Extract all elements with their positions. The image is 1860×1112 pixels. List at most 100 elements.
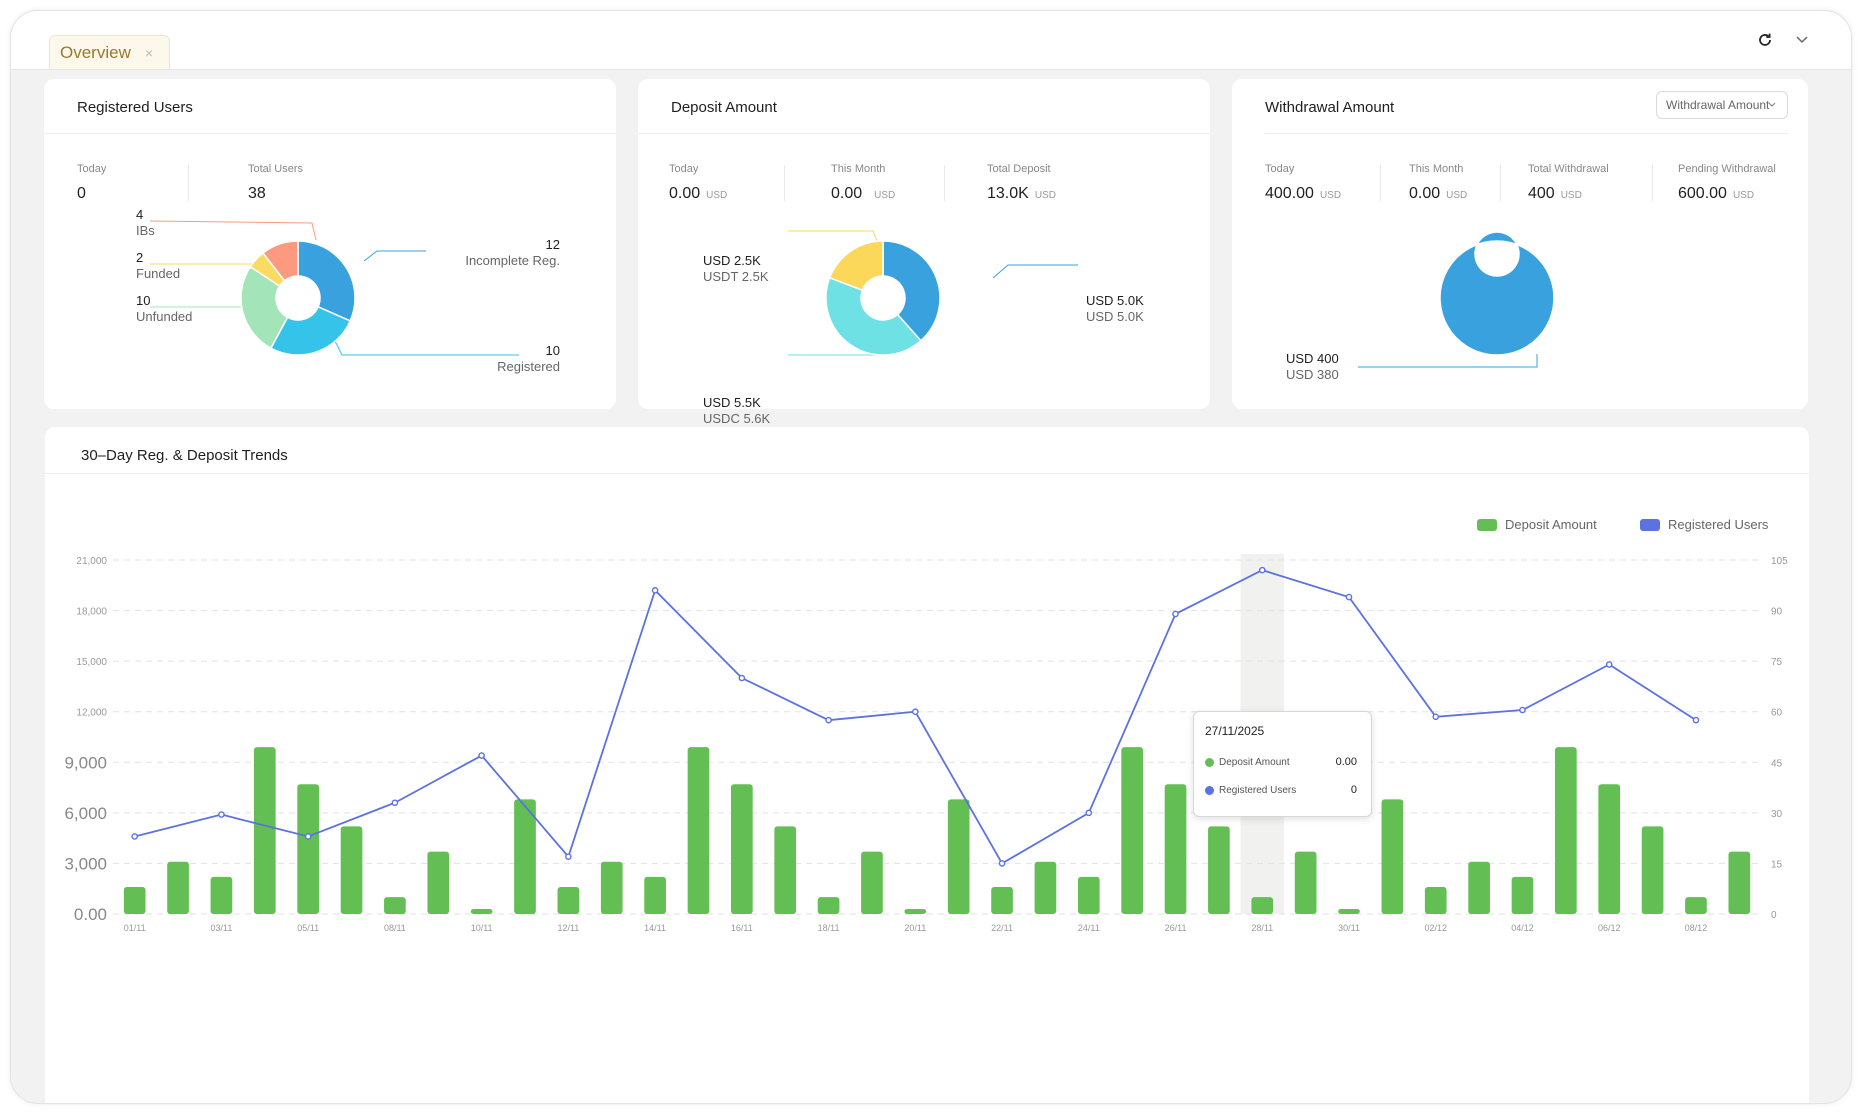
line-point[interactable] (218, 811, 225, 818)
refresh-icon[interactable] (1754, 29, 1776, 51)
pie-label-count: 10 (136, 293, 151, 308)
line-point[interactable] (131, 833, 138, 840)
bar[interactable] (904, 908, 927, 914)
bar[interactable] (1381, 799, 1404, 914)
line-point[interactable] (1172, 610, 1179, 618)
bar[interactable] (427, 851, 450, 914)
line-point[interactable] (304, 833, 312, 840)
line-point[interactable] (825, 716, 832, 724)
x-tick-label: 14/11 (644, 923, 666, 933)
withdrawal-type-select[interactable]: Withdrawal Amount (1656, 91, 1788, 119)
x-tick-label: 18/11 (818, 923, 840, 933)
bar[interactable] (253, 747, 276, 914)
line-point[interactable] (1085, 809, 1093, 817)
bar[interactable] (731, 784, 753, 914)
y-tick-label: 21,000 (76, 556, 107, 567)
stat-number: 400 (1528, 185, 1555, 202)
deposit-amount-card: Deposit Amount Today 0.00 USD This Month … (638, 79, 1210, 426)
line-point[interactable] (1432, 713, 1440, 721)
bar[interactable] (1208, 826, 1230, 914)
pie-slice[interactable] (828, 240, 884, 292)
y-right-tick-label: 90 (1771, 607, 1783, 618)
pie-slice[interactable] (825, 276, 922, 356)
x-tick-label: 03/11 (210, 923, 232, 933)
line-point[interactable] (738, 674, 746, 682)
pie-slice[interactable] (240, 265, 289, 350)
line-point[interactable] (1519, 706, 1526, 714)
x-tick-label: 26/11 (1165, 923, 1187, 933)
bar[interactable] (557, 887, 580, 914)
bar[interactable] (167, 861, 189, 914)
line-point[interactable] (651, 587, 659, 594)
bar[interactable] (1468, 861, 1490, 914)
bar[interactable] (817, 897, 840, 914)
card-title: 30–Day Reg. & Deposit Trends (81, 447, 288, 464)
pie-slice[interactable] (269, 305, 352, 356)
stat-value: 0.00 USD (669, 185, 727, 203)
line-point[interactable] (1692, 716, 1700, 724)
legend-deposit-amount[interactable]: Deposit Amount (1477, 517, 1597, 532)
pie-slice[interactable] (297, 240, 356, 322)
pie-label-line2: USD 380 (1286, 367, 1339, 382)
stat-number: 0.00 (1409, 185, 1441, 202)
divider (784, 165, 785, 201)
line-point[interactable] (478, 752, 485, 759)
bar[interactable] (1685, 897, 1707, 914)
bar[interactable] (1077, 876, 1100, 914)
bar[interactable] (1034, 861, 1057, 914)
chevron-down-icon[interactable] (1791, 29, 1813, 51)
trend-chart: 0.00 3,000 6,000 9,000 12,000 15,000 18,000 21,… (64, 554, 1788, 933)
bar[interactable] (123, 887, 146, 914)
tab-overview[interactable]: Overview × (49, 35, 170, 69)
bar[interactable] (861, 851, 883, 914)
pie-slice[interactable] (261, 240, 299, 282)
line-point[interactable] (1345, 593, 1353, 601)
card-title: Withdrawal Amount (1265, 99, 1395, 116)
pie-label-line1: USD 400 (1286, 351, 1339, 366)
bar[interactable] (600, 861, 623, 914)
line-point[interactable] (912, 708, 919, 716)
bar[interactable] (1728, 851, 1751, 914)
bar[interactable] (470, 908, 493, 914)
bar[interactable] (384, 897, 406, 914)
bar[interactable] (1511, 876, 1534, 914)
bar[interactable] (514, 799, 536, 914)
bar[interactable] (687, 747, 710, 914)
card-title: Registered Users (77, 99, 193, 116)
pie-label-name: IBs (136, 223, 155, 238)
y-tick-label: 15,000 (76, 657, 107, 668)
bar[interactable] (991, 887, 1013, 914)
bar[interactable] (340, 826, 363, 914)
line-point[interactable] (1605, 661, 1613, 668)
divider (45, 473, 1809, 474)
line-point[interactable] (391, 799, 399, 807)
bar[interactable] (644, 876, 666, 914)
bar[interactable] (1424, 887, 1447, 914)
bar[interactable] (1251, 897, 1274, 914)
pie-slice[interactable] (1439, 231, 1555, 356)
bar[interactable] (1294, 851, 1317, 914)
stat-total-withdrawal: Total Withdrawal 400 USD (1528, 163, 1609, 203)
stat-today: Today 0 (77, 163, 106, 203)
y-tick-label: 9,000 (64, 753, 107, 772)
bar[interactable] (774, 826, 797, 914)
legend-registered-users[interactable]: Registered Users (1640, 517, 1768, 532)
pie-label-count: 12 (545, 237, 560, 252)
bar[interactable] (297, 784, 319, 914)
line-point[interactable] (998, 860, 1006, 867)
stat-value: 0.00 USD (1409, 185, 1467, 203)
line-series (134, 569, 1697, 865)
bar[interactable] (1121, 747, 1143, 914)
line-point[interactable] (565, 853, 572, 860)
bar[interactable] (1164, 784, 1187, 914)
bar[interactable] (947, 799, 970, 914)
bar[interactable] (1338, 908, 1360, 914)
tab-close-icon[interactable]: × (144, 44, 154, 61)
bar[interactable] (210, 876, 233, 914)
bar[interactable] (1598, 784, 1621, 914)
bar[interactable] (1555, 747, 1577, 914)
bar[interactable] (1641, 826, 1664, 914)
pie-slice[interactable] (882, 240, 941, 342)
stat-number: 0.00 (831, 185, 863, 202)
line-point[interactable] (1258, 566, 1266, 574)
